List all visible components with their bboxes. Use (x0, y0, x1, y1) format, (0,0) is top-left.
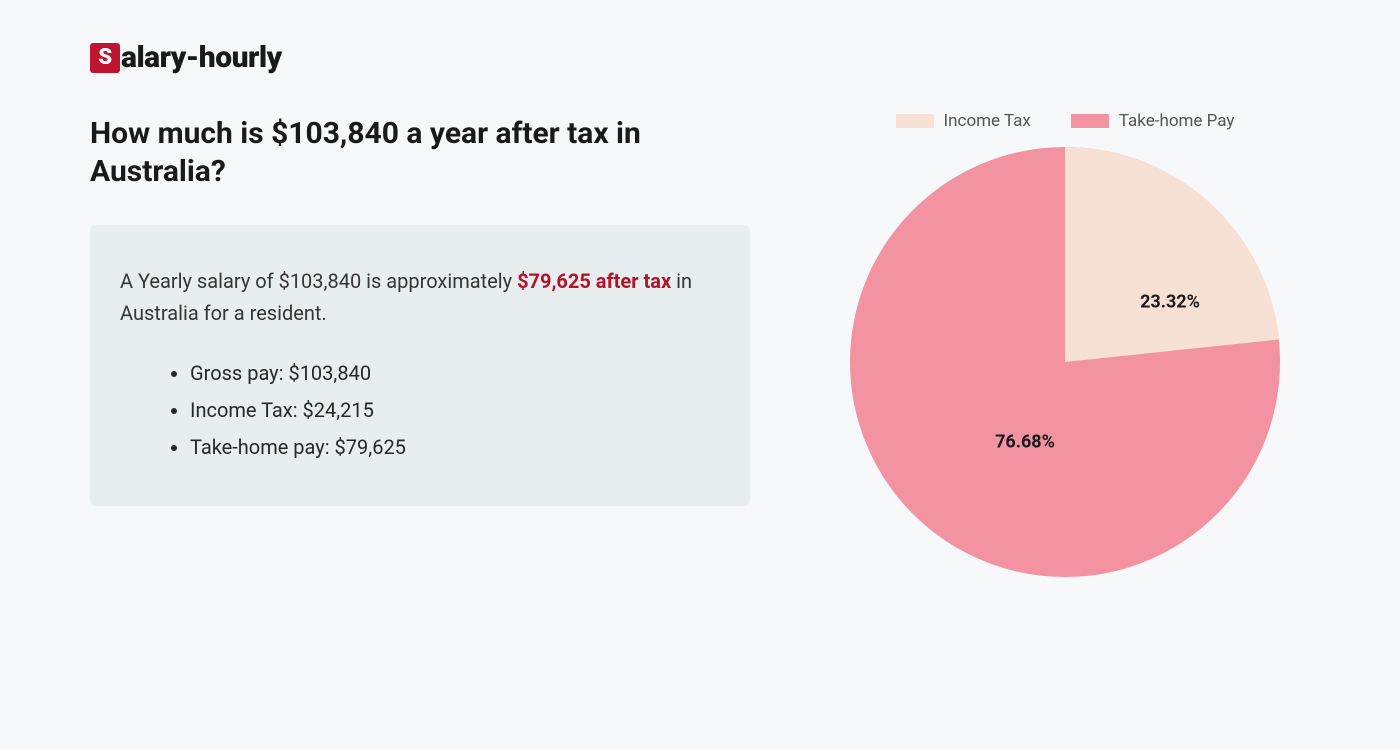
summary-prefix: A Yearly salary of $103,840 is approxima… (120, 269, 517, 293)
pie-chart: 23.32% 76.68% (850, 147, 1280, 577)
page-title: How much is $103,840 a year after tax in… (90, 115, 650, 190)
logo-badge: S (90, 43, 120, 73)
list-item: Take-home pay: $79,625 (190, 429, 720, 466)
site-logo: Salary-hourly (90, 40, 1310, 75)
summary-highlight: $79,625 after tax (517, 269, 671, 293)
logo-text: alary-hourly (121, 40, 282, 75)
list-item: Gross pay: $103,840 (190, 355, 720, 392)
legend-label: Take-home Pay (1119, 111, 1235, 131)
legend-swatch (896, 114, 934, 128)
slice-label-incometax: 23.32% (1140, 292, 1200, 313)
pie-svg (850, 147, 1280, 577)
breakdown-list: Gross pay: $103,840 Income Tax: $24,215 … (120, 355, 720, 466)
list-item: Income Tax: $24,215 (190, 392, 720, 429)
summary-text: A Yearly salary of $103,840 is approxima… (120, 265, 720, 329)
legend-swatch (1071, 114, 1109, 128)
summary-box: A Yearly salary of $103,840 is approxima… (90, 225, 750, 506)
legend-item: Income Tax (896, 111, 1031, 131)
legend-item: Take-home Pay (1071, 111, 1235, 131)
legend-label: Income Tax (944, 111, 1031, 131)
chart-legend: Income Tax Take-home Pay (896, 111, 1235, 131)
slice-label-takehome: 76.68% (995, 432, 1055, 453)
